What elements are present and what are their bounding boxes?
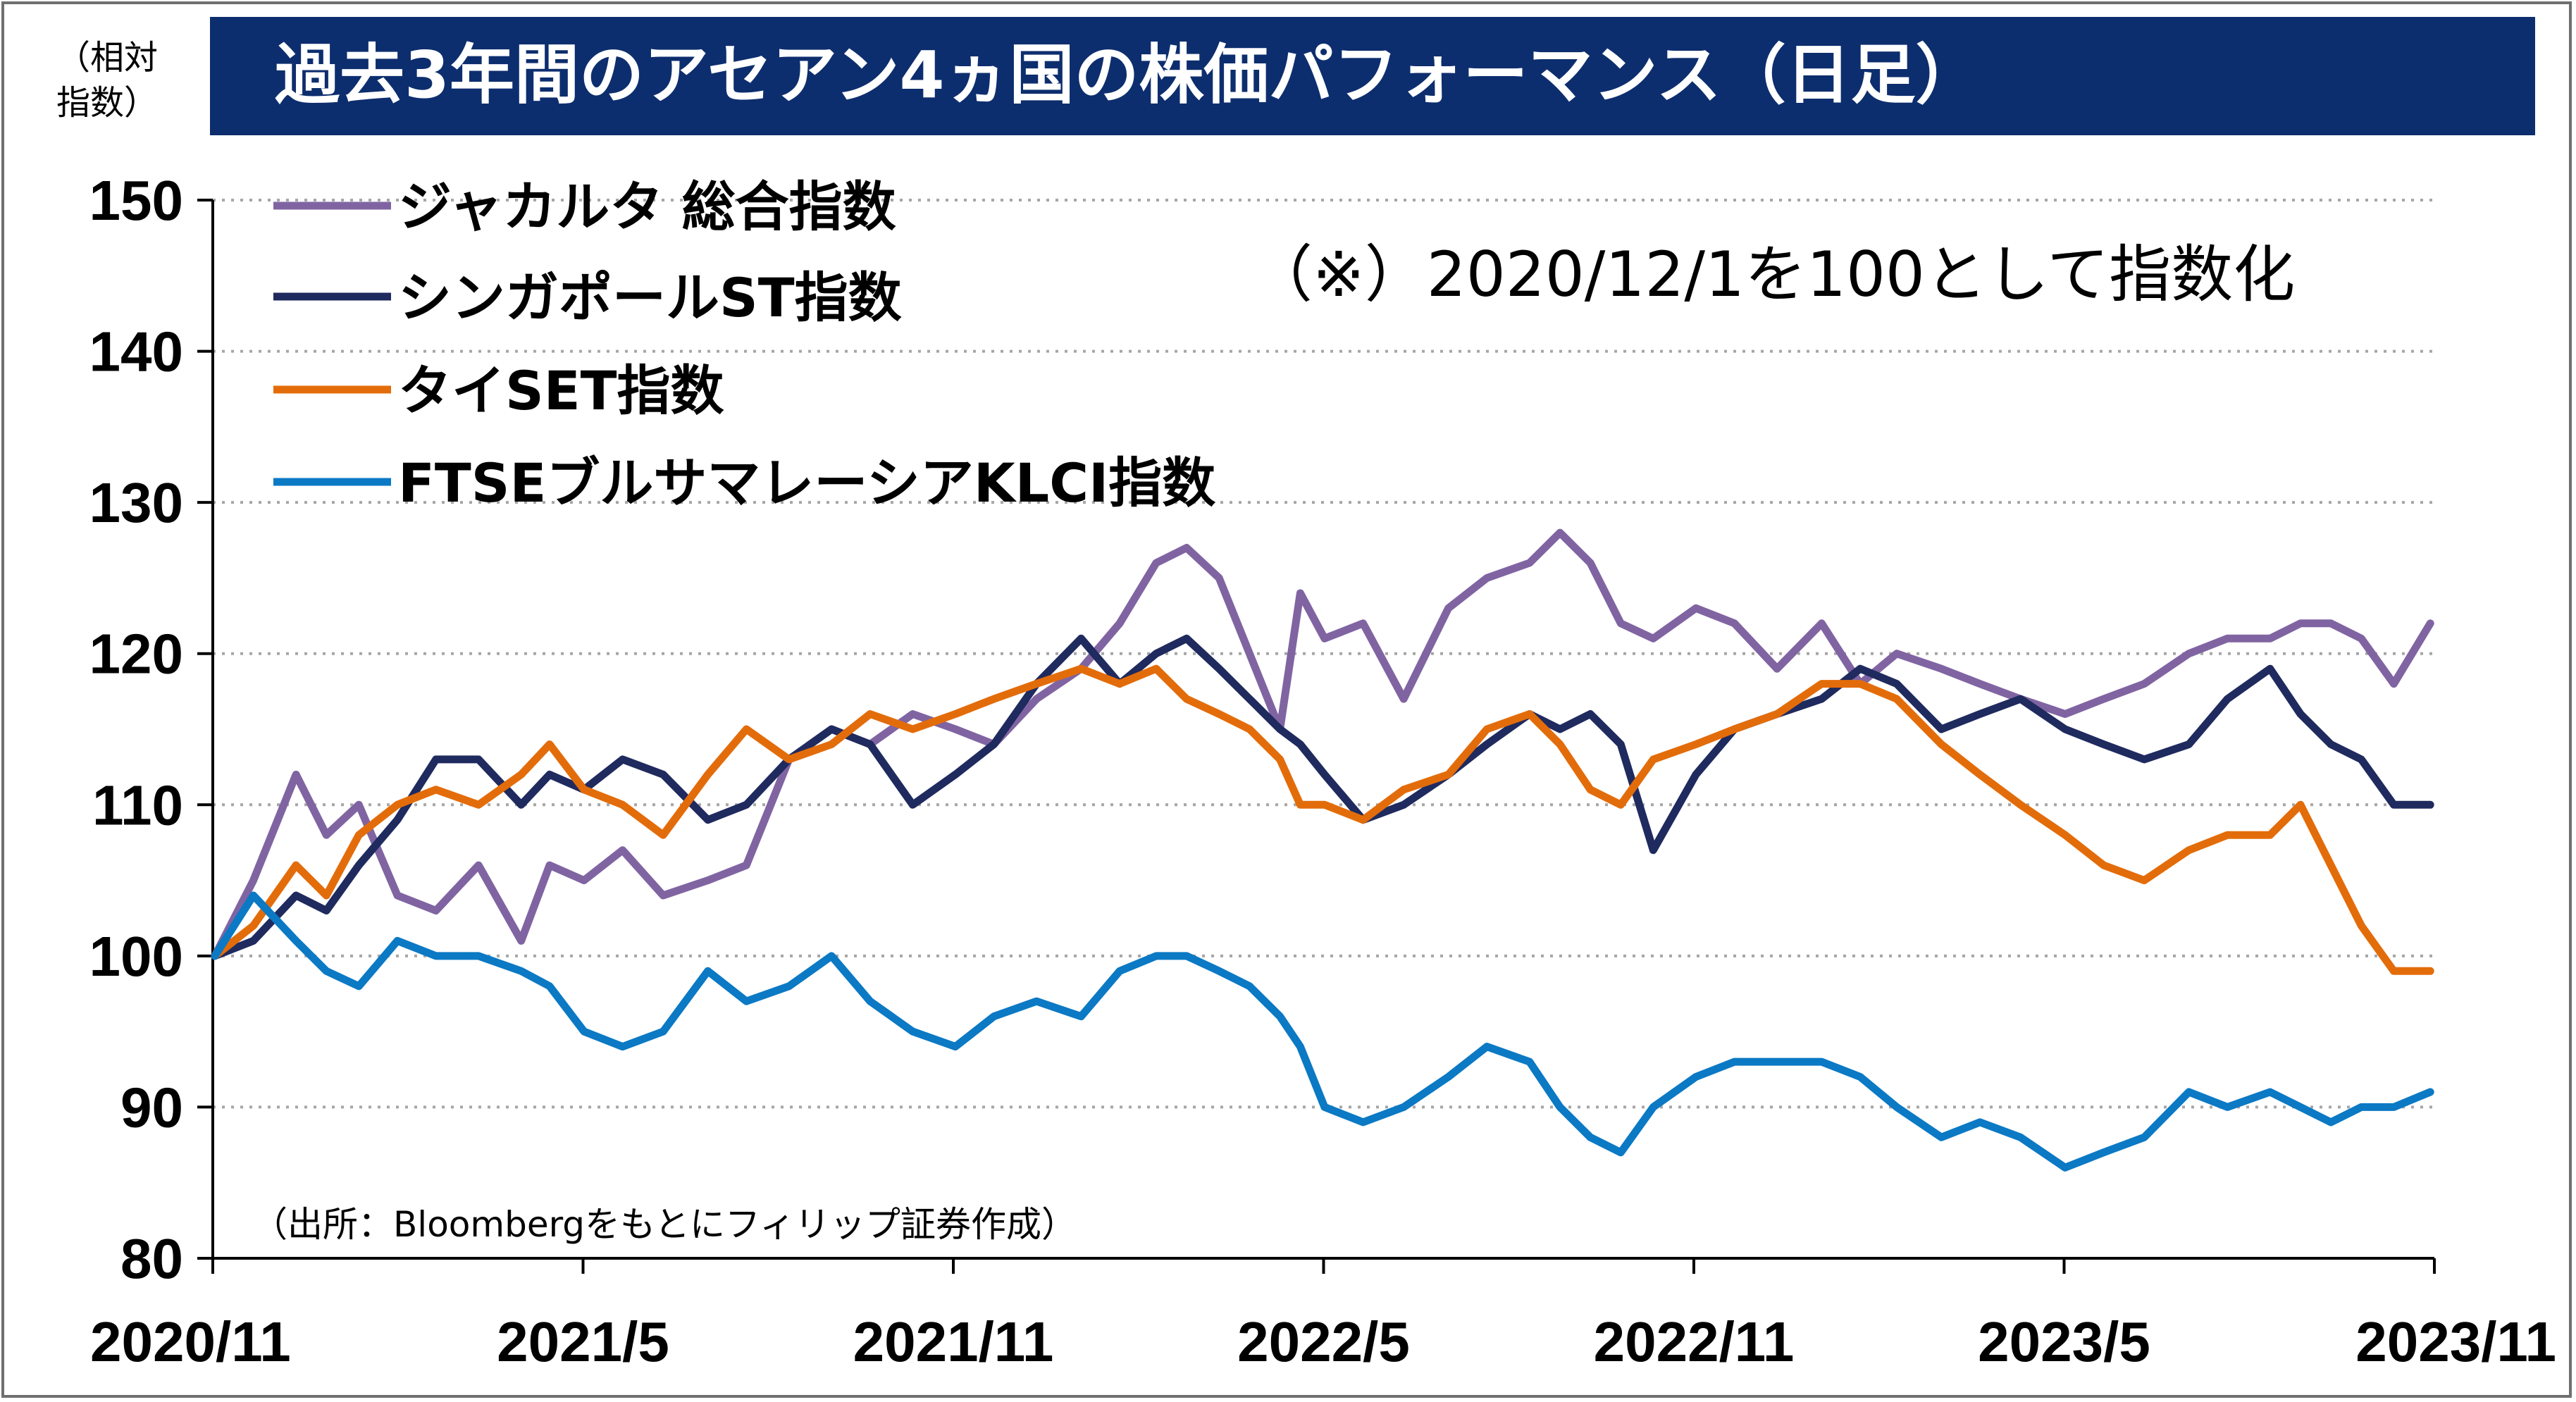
x-tick-label-3: 2022/5 [1237,1310,1410,1373]
x-tick-label-6: 2023/11 [2355,1310,2556,1373]
y-axis-label-line1: （相対 [56,38,158,77]
x-tick-labels: 2020/11 2021/5 2021/11 2022/5 2022/11 2023/5 2… [90,1310,2556,1373]
x-tick-label-4: 2022/11 [1594,1310,1795,1373]
source-note: （出所：Bloombergをもとにフィリップ証券作成） [252,1204,1077,1245]
y-tick-labels: 80 90 100 110 120 130 140 150 [89,169,183,1290]
axes [197,199,2436,1274]
series-line-1 [211,634,2434,960]
y-tick-label-110: 110 [92,774,183,836]
legend-label-0: ジャカルタ 総合指数 [398,175,896,238]
gridlines [213,199,2434,1109]
y-axis-label-line2: 指数） [56,83,158,123]
x-tick-label-0: 2020/11 [90,1310,291,1373]
y-tick-label-100: 100 [89,925,183,988]
series-line-0 [211,528,2434,960]
legend-label-2: タイSET指数 [398,359,724,422]
y-tick-label-120: 120 [89,623,183,686]
y-tick-label-90: 90 [120,1076,183,1139]
y-tick-label-140: 140 [89,321,183,383]
x-tick-label-2: 2021/11 [853,1310,1054,1373]
chart-title: 過去3年間のアセアン4ヵ国の株価パフォーマンス（日足） [275,37,1981,113]
x-tick-label-1: 2021/5 [497,1310,669,1373]
y-tick-label-130: 130 [89,471,183,534]
series-line-2 [211,664,2434,975]
index-note: （※）2020/12/1を100として指数化 [1251,238,2295,311]
x-tick-label-5: 2023/5 [1978,1310,2150,1373]
legend-label-3: FTSEブルサマレーシアKLCI指数 [398,452,1215,514]
y-tick-label-150: 150 [89,169,183,232]
series-lines [211,528,2434,1172]
title-banner [210,17,2535,135]
y-tick-label-80: 80 [120,1227,183,1290]
series-line-3 [211,891,2434,1172]
legend-label-1: シンガポールST指数 [398,266,902,329]
